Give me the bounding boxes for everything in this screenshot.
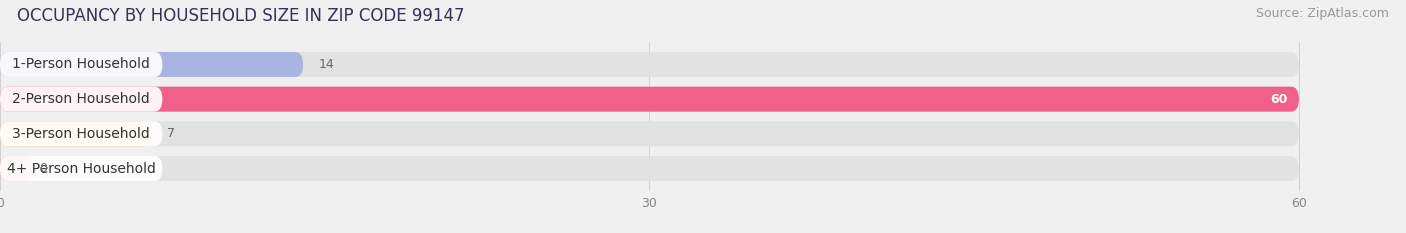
- FancyBboxPatch shape: [0, 156, 162, 181]
- Text: 2-Person Household: 2-Person Household: [13, 92, 150, 106]
- FancyBboxPatch shape: [0, 52, 162, 77]
- FancyBboxPatch shape: [0, 121, 162, 146]
- Text: 3-Person Household: 3-Person Household: [13, 127, 150, 141]
- FancyBboxPatch shape: [0, 121, 152, 146]
- FancyBboxPatch shape: [0, 52, 304, 77]
- Text: 60: 60: [1271, 93, 1288, 106]
- Text: 0: 0: [39, 162, 46, 175]
- FancyBboxPatch shape: [0, 87, 162, 112]
- FancyBboxPatch shape: [0, 52, 1299, 77]
- FancyBboxPatch shape: [0, 87, 1299, 112]
- Text: OCCUPANCY BY HOUSEHOLD SIZE IN ZIP CODE 99147: OCCUPANCY BY HOUSEHOLD SIZE IN ZIP CODE …: [17, 7, 464, 25]
- Text: 14: 14: [318, 58, 335, 71]
- Text: 4+ Person Household: 4+ Person Household: [7, 161, 156, 175]
- FancyBboxPatch shape: [0, 156, 32, 181]
- FancyBboxPatch shape: [0, 121, 1299, 146]
- Text: Source: ZipAtlas.com: Source: ZipAtlas.com: [1256, 7, 1389, 20]
- FancyBboxPatch shape: [0, 87, 1299, 112]
- FancyBboxPatch shape: [0, 156, 1299, 181]
- Text: 1-Person Household: 1-Person Household: [13, 58, 150, 72]
- Text: 7: 7: [167, 127, 174, 140]
